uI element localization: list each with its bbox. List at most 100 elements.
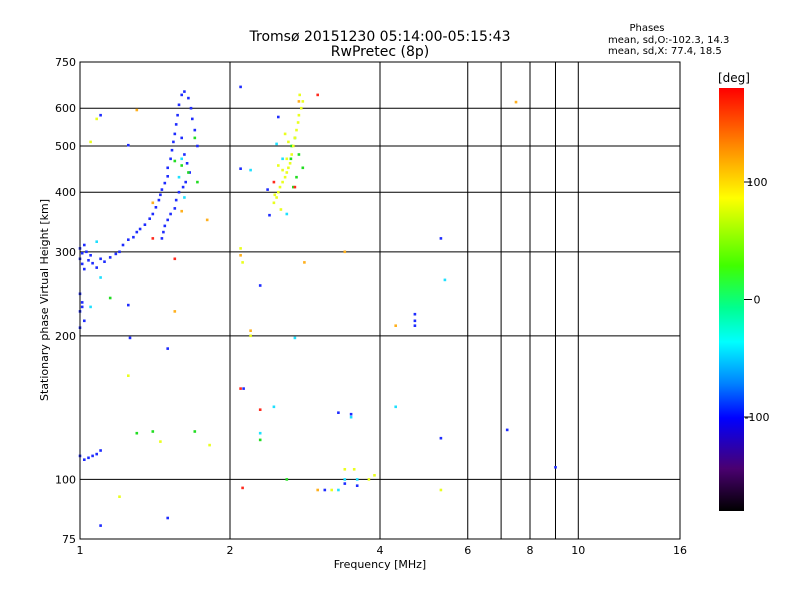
data-point [159, 193, 162, 197]
data-point [249, 334, 252, 338]
y-axis-label: Stationary phase Virtual Height [km] [38, 199, 51, 401]
colorbar-label: [deg] [718, 71, 750, 85]
data-point [439, 436, 443, 440]
x-tick-label: 2 [227, 544, 234, 557]
data-point [172, 140, 175, 144]
data-point [330, 488, 333, 492]
data-point [316, 488, 319, 492]
data-point [166, 347, 169, 350]
data-point [91, 454, 94, 458]
data-point [239, 254, 242, 257]
data-point [343, 482, 347, 485]
data-point [289, 157, 293, 161]
data-point [160, 188, 164, 191]
data-point [205, 218, 209, 222]
data-point [127, 143, 130, 147]
data-point [281, 157, 284, 161]
data-point [95, 240, 98, 243]
data-point [413, 312, 417, 316]
data-point [80, 301, 84, 304]
data-point [266, 188, 269, 191]
data-point [135, 108, 139, 112]
data-point [159, 440, 162, 443]
data-point [99, 276, 102, 279]
data-point [278, 185, 282, 189]
data-point [180, 164, 183, 167]
data-point [337, 411, 340, 414]
y-tick-label: 500 [55, 140, 76, 153]
stats-x-line: mean, sd,X: 77.4, 18.5 [608, 46, 722, 57]
data-point [283, 132, 287, 136]
data-point [394, 405, 397, 409]
data-point [355, 478, 359, 481]
data-point [128, 336, 132, 340]
data-point [177, 190, 181, 194]
data-point [554, 466, 557, 469]
data-point [91, 261, 94, 265]
data-point [191, 117, 194, 121]
chart-subtitle: RwPretec (8p) [331, 44, 429, 60]
data-point [275, 142, 278, 146]
data-point [268, 213, 271, 217]
data-point [279, 208, 283, 211]
data-point [135, 230, 139, 234]
y-tick-label: 300 [55, 246, 76, 259]
data-point [505, 428, 509, 432]
data-point [301, 166, 305, 170]
data-point [83, 243, 86, 247]
data-point [177, 103, 181, 107]
data-point [193, 430, 197, 433]
data-point [355, 484, 359, 487]
data-point [99, 524, 102, 527]
data-point [290, 144, 293, 148]
grid-lines [80, 62, 680, 539]
data-point [95, 266, 98, 269]
data-point [151, 201, 155, 205]
data-point [258, 284, 262, 287]
data-point [242, 387, 245, 390]
data-point [154, 206, 158, 209]
data-point [258, 438, 262, 442]
data-point [297, 100, 301, 103]
data-point [272, 180, 276, 184]
data-point [283, 175, 287, 179]
data-point [514, 100, 518, 104]
data-point [169, 157, 172, 161]
phase-colorbar: [deg] 100 0 -100 [718, 71, 769, 511]
data-point [187, 96, 190, 100]
data-point [118, 250, 121, 254]
data-point [151, 212, 155, 216]
data-point [87, 259, 90, 262]
data-point [288, 162, 292, 165]
data-point [108, 256, 112, 259]
data-point [281, 180, 284, 184]
data-point [184, 180, 187, 184]
data-point [174, 198, 178, 202]
data-point [166, 218, 169, 222]
data-point [193, 128, 197, 132]
data-point [277, 115, 280, 119]
data-point [163, 224, 167, 228]
y-tick-label: 75 [62, 533, 76, 546]
data-point [287, 140, 290, 144]
data-point [177, 175, 181, 179]
colorbar-tick-label: 0 [754, 294, 761, 307]
data-point [287, 166, 290, 170]
data-point [183, 196, 186, 199]
data-point [163, 181, 167, 185]
data-point [272, 201, 276, 205]
data-point [103, 260, 106, 263]
data-point [241, 486, 244, 490]
x-tick-labels: 1 2 4 6 8 10 16 [77, 544, 688, 557]
data-point [439, 488, 443, 492]
data-point [290, 153, 293, 156]
data-point [162, 230, 165, 234]
colorbar-ticks: 100 0 -100 [744, 176, 769, 424]
data-point [413, 324, 417, 327]
y-tick-label: 400 [55, 186, 76, 199]
data-point [239, 247, 242, 250]
data-point [239, 167, 242, 170]
data-point [196, 180, 199, 184]
data-point [183, 153, 186, 156]
data-point [292, 185, 295, 189]
